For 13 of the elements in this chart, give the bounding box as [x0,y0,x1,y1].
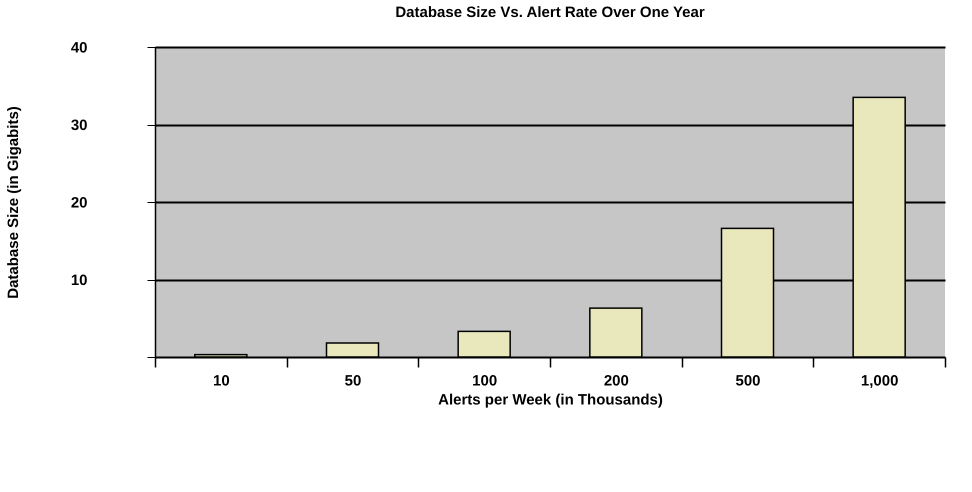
y-tick-label: 20 [70,194,88,212]
chart-title: Database Size Vs. Alert Rate Over One Year [395,4,705,21]
x-tick-label: 500 [735,372,761,390]
y-axis-title: Database Size (in Gigabits) [4,106,22,299]
y-tick-label: 10 [70,272,88,289]
x-tick-label: 1,000 [860,372,898,390]
x-axis-title: Alerts per Week (in Thousands) [438,392,663,408]
y-tick-label: 40 [70,40,88,56]
x-tick-label: 50 [344,372,362,390]
x-tick-label: 10 [212,372,230,390]
y-tick-label: 30 [70,117,88,134]
x-tick-label: 200 [604,372,629,390]
x-tick-label: 100 [472,372,498,390]
